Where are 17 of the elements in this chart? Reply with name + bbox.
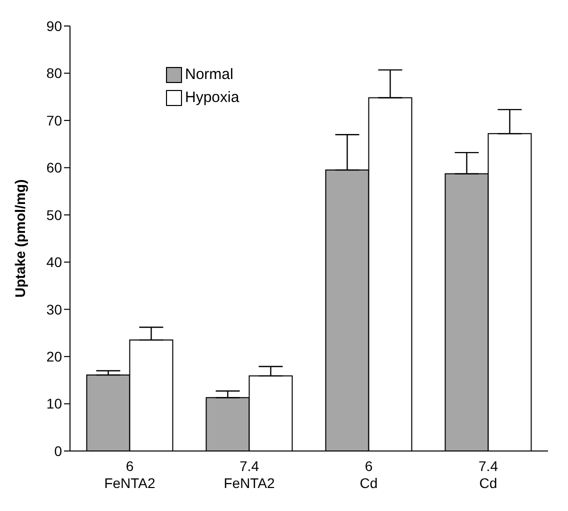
y-tick-label: 50 xyxy=(46,206,62,223)
y-tick-label: 70 xyxy=(46,112,62,128)
y-tick-label: 40 xyxy=(46,254,62,270)
y-tick-label: 90 xyxy=(46,18,62,34)
y-tick-label: 60 xyxy=(46,160,62,176)
legend-label: Hypoxia xyxy=(185,89,240,106)
y-tick-label: 30 xyxy=(46,301,62,318)
y-tick-label: 10 xyxy=(46,396,62,412)
y-tick-label: 20 xyxy=(46,348,62,365)
legend-label: Normal xyxy=(185,66,234,83)
y-tick-label: 0 xyxy=(54,442,62,459)
y-tick-label: 80 xyxy=(46,65,62,82)
x-tick-label: 7.4 Cd xyxy=(478,458,498,491)
x-tick-label: 6 Cd xyxy=(360,458,378,491)
x-tick-label: 6 FeNTA2 xyxy=(104,458,156,491)
x-tick-label: 7.4 FeNTA2 xyxy=(224,458,275,491)
y-axis-title: Uptake (pmol/mg) xyxy=(12,179,28,298)
